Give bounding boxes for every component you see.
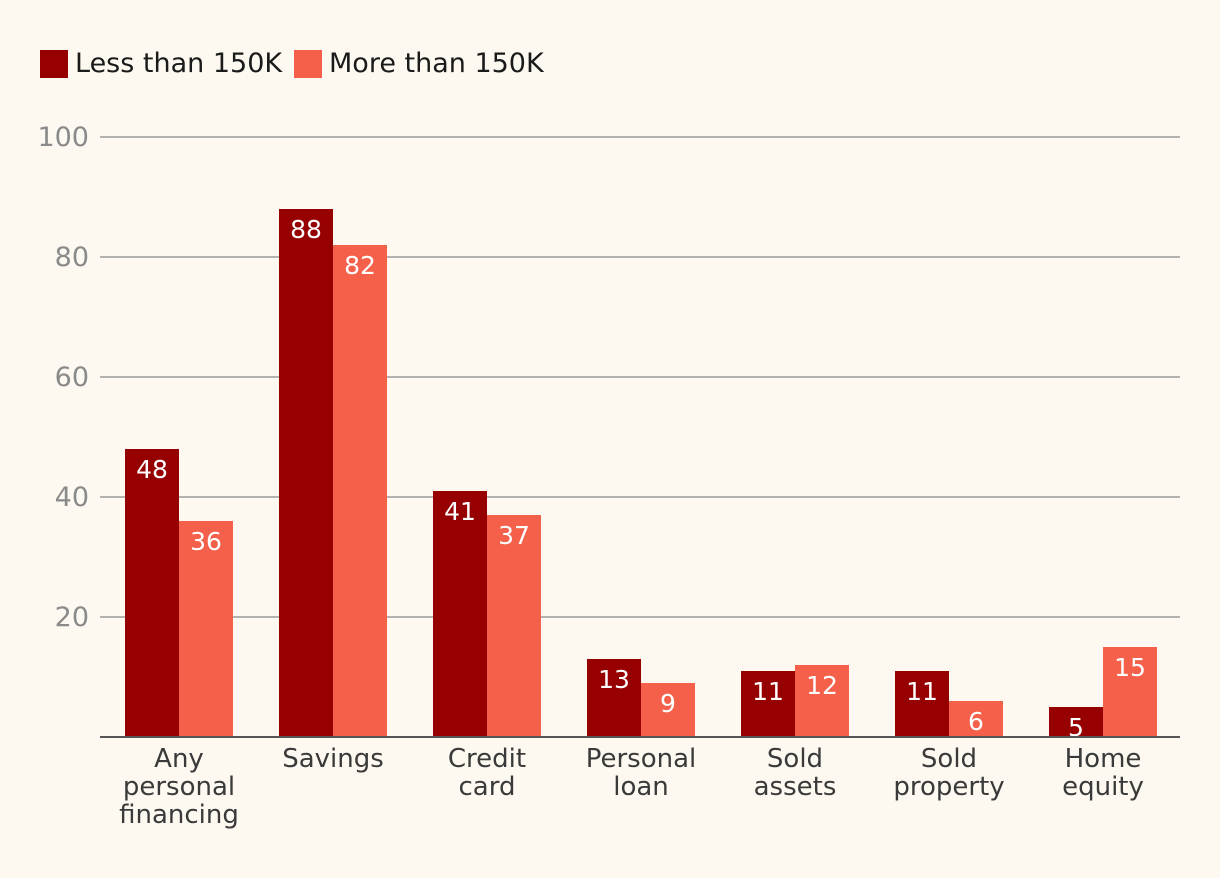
data-label-7-series-2: 15 bbox=[1114, 653, 1146, 682]
x-tick-label-6-line-1: Sold bbox=[921, 744, 977, 774]
x-tick-label-6-line-2: property bbox=[893, 772, 1004, 802]
data-label-4-series-2: 9 bbox=[660, 689, 676, 718]
x-tick-label-4-line-1: Personal bbox=[586, 744, 697, 774]
data-label-4-series-1: 13 bbox=[598, 665, 630, 694]
bar-7-series-1 bbox=[1049, 707, 1103, 737]
bar-1-series-2 bbox=[179, 521, 233, 737]
x-tick-label-1-line-1: Any bbox=[154, 744, 204, 774]
bar-1-series-1 bbox=[125, 449, 179, 737]
data-label-1-series-1: 48 bbox=[136, 455, 168, 484]
legend-label-2: More than 150K bbox=[329, 48, 545, 79]
data-label-1-series-2: 36 bbox=[190, 527, 222, 556]
bar-5-series-2 bbox=[795, 665, 849, 737]
value-labels: 48 36 88 82 41 37 13 9 11 12 11 6 5 15 bbox=[136, 215, 1146, 742]
bar-3-series-2 bbox=[487, 515, 541, 737]
legend: Less than 150K More than 150K bbox=[40, 48, 545, 79]
y-tick-label-100: 100 bbox=[37, 122, 89, 153]
bar-2-series-1 bbox=[279, 209, 333, 737]
data-label-6-series-2: 6 bbox=[968, 707, 984, 736]
bar-2-series-2 bbox=[333, 245, 387, 737]
x-tick-label-3-line-1: Credit bbox=[448, 744, 526, 774]
x-tick-label-7-line-1: Home bbox=[1065, 744, 1142, 774]
x-tick-label-1-line-3: financing bbox=[119, 800, 239, 830]
x-tick-label-5-line-2: assets bbox=[754, 772, 837, 802]
bar-6-series-2 bbox=[949, 701, 1003, 737]
x-tick-label-5-line-1: Sold bbox=[767, 744, 823, 774]
data-label-3-series-1: 41 bbox=[444, 497, 476, 526]
bar-3-series-1 bbox=[433, 491, 487, 737]
x-tick-label-1-line-2: personal bbox=[123, 772, 235, 802]
legend-label-1: Less than 150K bbox=[75, 48, 283, 79]
bar-5-series-1 bbox=[741, 671, 795, 737]
bar-4-series-2 bbox=[641, 683, 695, 737]
data-label-2-series-2: 82 bbox=[344, 251, 376, 280]
x-tick-label-3-line-2: card bbox=[459, 772, 516, 802]
y-tick-label-60: 60 bbox=[55, 362, 89, 393]
bar-6-series-1 bbox=[895, 671, 949, 737]
legend-swatch-2 bbox=[294, 50, 322, 78]
data-label-3-series-2: 37 bbox=[498, 521, 530, 550]
bar-7-series-2 bbox=[1103, 647, 1157, 737]
legend-swatch-1 bbox=[40, 50, 68, 78]
bars bbox=[125, 209, 1157, 737]
data-label-7-series-1: 5 bbox=[1068, 713, 1084, 742]
data-label-6-series-1: 11 bbox=[906, 677, 938, 706]
bar-4-series-1 bbox=[587, 659, 641, 737]
y-tick-label-40: 40 bbox=[55, 482, 89, 513]
x-tick-label-7-line-2: equity bbox=[1062, 772, 1144, 802]
data-label-5-series-2: 12 bbox=[806, 671, 838, 700]
y-tick-label-20: 20 bbox=[55, 602, 89, 633]
y-tick-label-80: 80 bbox=[55, 242, 89, 273]
x-tick-label-2-line-1: Savings bbox=[282, 744, 384, 774]
data-label-5-series-1: 11 bbox=[752, 677, 784, 706]
data-label-2-series-1: 88 bbox=[290, 215, 322, 244]
x-tick-label-4-line-2: loan bbox=[613, 772, 669, 802]
gridlines: 20 40 60 80 100 bbox=[37, 122, 1180, 633]
